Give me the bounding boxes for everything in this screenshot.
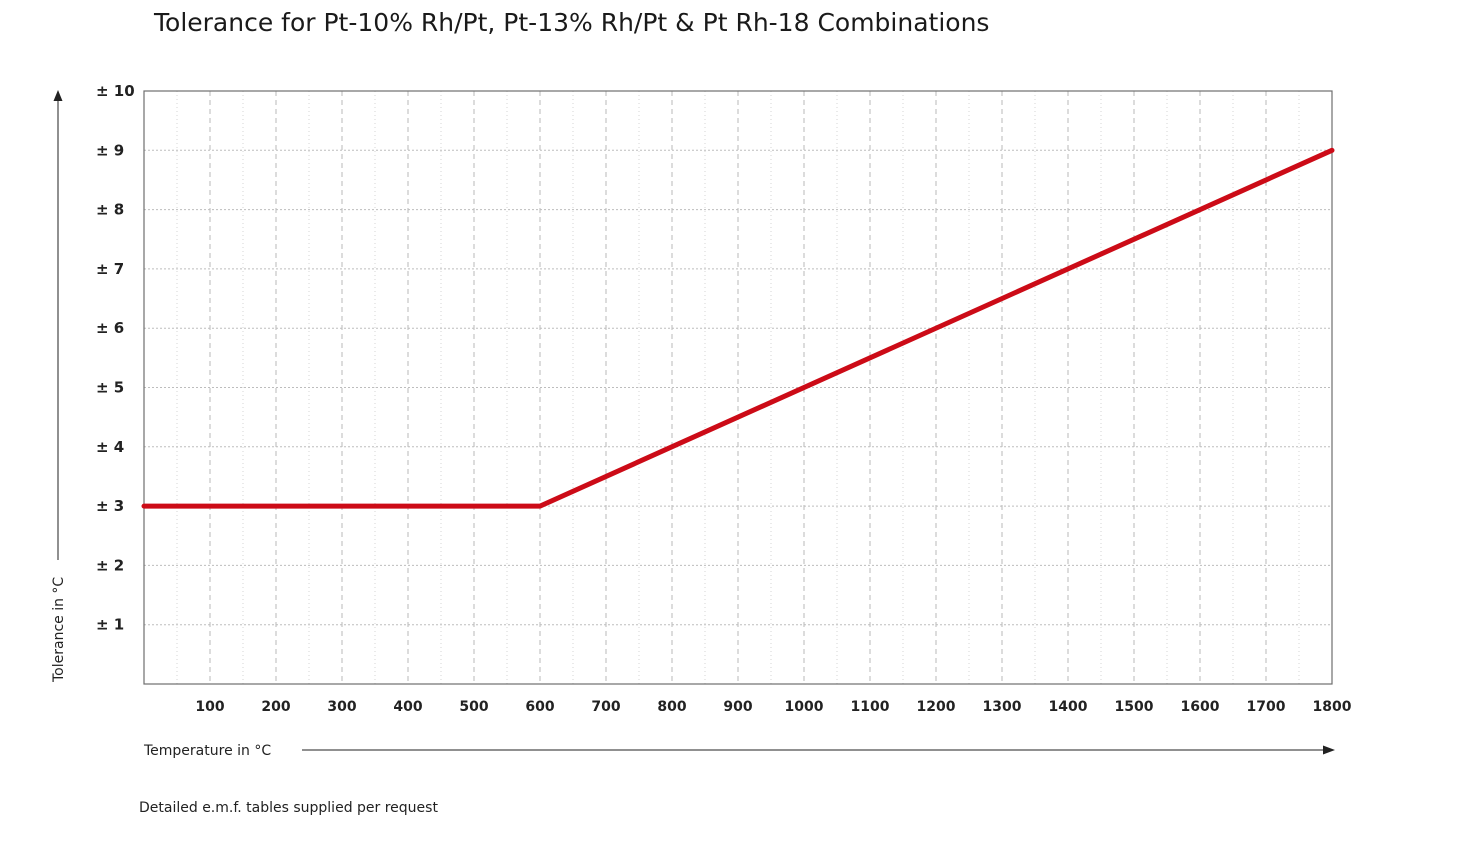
x-tick-label: 1400 xyxy=(1049,699,1088,715)
x-tick-label: 700 xyxy=(591,699,620,715)
y-tick-label: ± 10 xyxy=(96,82,135,100)
plot-frame xyxy=(143,90,1333,685)
x-tick-label: 1300 xyxy=(983,699,1022,715)
x-tick-label: 400 xyxy=(393,699,422,715)
y-tick-label: ± 8 xyxy=(96,201,124,219)
chart-title: Tolerance for Pt-10% Rh/Pt, Pt-13% Rh/Pt… xyxy=(154,8,990,37)
series-line-tolerance xyxy=(141,147,1335,509)
x-tick-label: 600 xyxy=(525,699,554,715)
grid xyxy=(144,91,1332,684)
x-axis-title: Temperature in °C xyxy=(143,743,271,759)
y-tick-label: ± 1 xyxy=(96,616,124,634)
y-tick-label: ± 5 xyxy=(96,379,124,397)
y-tick-label: ± 3 xyxy=(96,497,124,515)
x-tick-label: 1000 xyxy=(785,699,824,715)
footnote: Detailed e.m.f. tables supplied per requ… xyxy=(139,800,438,816)
y-tick-labels: ± 1 ± 2 ± 3 ± 4 ± 5 ± 6 ± 7 ± 8 ± 9 ± 10 xyxy=(96,82,135,634)
y-axis-title: Tolerance in °C xyxy=(51,577,67,683)
x-tick-label: 1600 xyxy=(1181,699,1220,715)
x-tick-label: 900 xyxy=(723,699,752,715)
y-tick-label: ± 6 xyxy=(96,319,124,337)
y-axis-arrowhead xyxy=(53,90,63,101)
x-tick-label: 1800 xyxy=(1313,699,1352,715)
y-tick-label: ± 4 xyxy=(96,438,124,456)
x-tick-label: 1500 xyxy=(1115,699,1154,715)
x-tick-labels: 100 200 300 400 500 600 700 800 900 1000 1100 1200 1… xyxy=(195,699,1351,715)
x-tick-label: 1700 xyxy=(1247,699,1286,715)
x-tick-label: 1100 xyxy=(851,699,890,715)
x-tick-label: 500 xyxy=(459,699,488,715)
y-tick-label: ± 7 xyxy=(96,260,124,278)
x-tick-label: 200 xyxy=(261,699,290,715)
y-tick-label: ± 9 xyxy=(96,141,124,159)
series-layer xyxy=(141,147,1335,509)
x-tick-label: 1200 xyxy=(917,699,956,715)
x-tick-label: 800 xyxy=(657,699,686,715)
x-tick-label: 100 xyxy=(195,699,224,715)
y-tick-label: ± 2 xyxy=(96,556,124,574)
x-tick-label: 300 xyxy=(327,699,356,715)
x-axis-arrowhead xyxy=(1323,745,1335,755)
